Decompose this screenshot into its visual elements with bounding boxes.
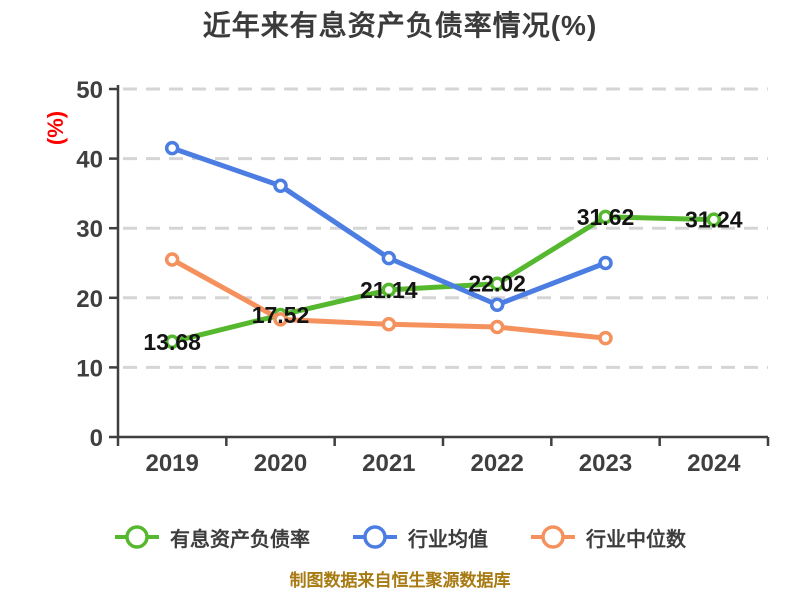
- data-point: [164, 252, 180, 267]
- legend-label: 有息资产负债率: [170, 528, 310, 551]
- series-1: [164, 140, 613, 313]
- data-point: [489, 276, 505, 291]
- svg-text:2022: 2022: [470, 450, 523, 477]
- svg-text:21.14: 21.14: [360, 277, 418, 303]
- svg-text:31.24: 31.24: [685, 207, 743, 233]
- data-point: [381, 282, 397, 298]
- data-point: [381, 316, 397, 332]
- axes: [109, 85, 770, 446]
- svg-text:50: 50: [76, 77, 103, 104]
- svg-text:0: 0: [90, 425, 103, 452]
- gridlines: [123, 87, 768, 369]
- legend-label: 行业均值: [408, 528, 488, 551]
- data-point: [273, 312, 288, 327]
- legend-marker-icon: [353, 525, 397, 549]
- svg-text:10: 10: [76, 355, 103, 382]
- legend-item-loan-ratio[interactable]: 有息资产负债率: [114, 523, 310, 552]
- legend-marker-icon: [531, 525, 575, 549]
- data-point: [598, 255, 613, 271]
- data-point: [164, 140, 180, 156]
- chart-title: 近年来有息资产负债率情况(%): [202, 10, 598, 41]
- data-point: [489, 319, 505, 335]
- y-tick-labels: 0 10 20 30 40 50: [76, 77, 103, 452]
- legend-label: 行业中位数: [586, 528, 686, 551]
- svg-text:2023: 2023: [579, 450, 632, 477]
- data-point: [381, 250, 397, 266]
- svg-text:17.52: 17.52: [252, 302, 310, 328]
- svg-text:20: 20: [76, 286, 103, 313]
- value-labels: 13.68 17.52 21.14 22.02 31.62 31.24: [143, 204, 742, 355]
- svg-text:13.68: 13.68: [143, 329, 201, 355]
- svg-text:30: 30: [76, 216, 103, 243]
- x-tick-labels: 2019 2020 2021 2022 2023 2024: [145, 450, 741, 477]
- data-point: [273, 178, 288, 193]
- data-point: [598, 330, 613, 346]
- data-point: [489, 297, 505, 313]
- line-chart: 0 10 20 30 40 50 2019 2020 2021 2022 2023 2024 (%) 13…: [43, 77, 770, 477]
- series-2: [164, 252, 613, 346]
- legend-item-industry-median[interactable]: 行业中位数: [530, 523, 686, 552]
- svg-text:2019: 2019: [145, 450, 198, 477]
- series-0: [164, 209, 722, 350]
- svg-text:2021: 2021: [362, 450, 415, 477]
- data-point: [706, 212, 722, 227]
- legend-marker-icon: [115, 525, 159, 549]
- svg-text:22.02: 22.02: [468, 271, 526, 297]
- y-axis-unit-label: (%): [43, 111, 68, 145]
- svg-text:2020: 2020: [254, 450, 307, 477]
- svg-text:40: 40: [76, 147, 103, 174]
- svg-text:31.62: 31.62: [577, 204, 635, 230]
- data-point: [598, 209, 613, 225]
- data-source-note: 制图数据来自恒生聚源数据库: [289, 571, 511, 590]
- legend-item-industry-mean[interactable]: 行业均值: [352, 523, 488, 552]
- series-line: [169, 214, 717, 345]
- svg-text:2024: 2024: [687, 450, 741, 477]
- data-point: [164, 334, 180, 350]
- legend: 有息资产负债率 行业均值 行业中位数: [0, 512, 800, 562]
